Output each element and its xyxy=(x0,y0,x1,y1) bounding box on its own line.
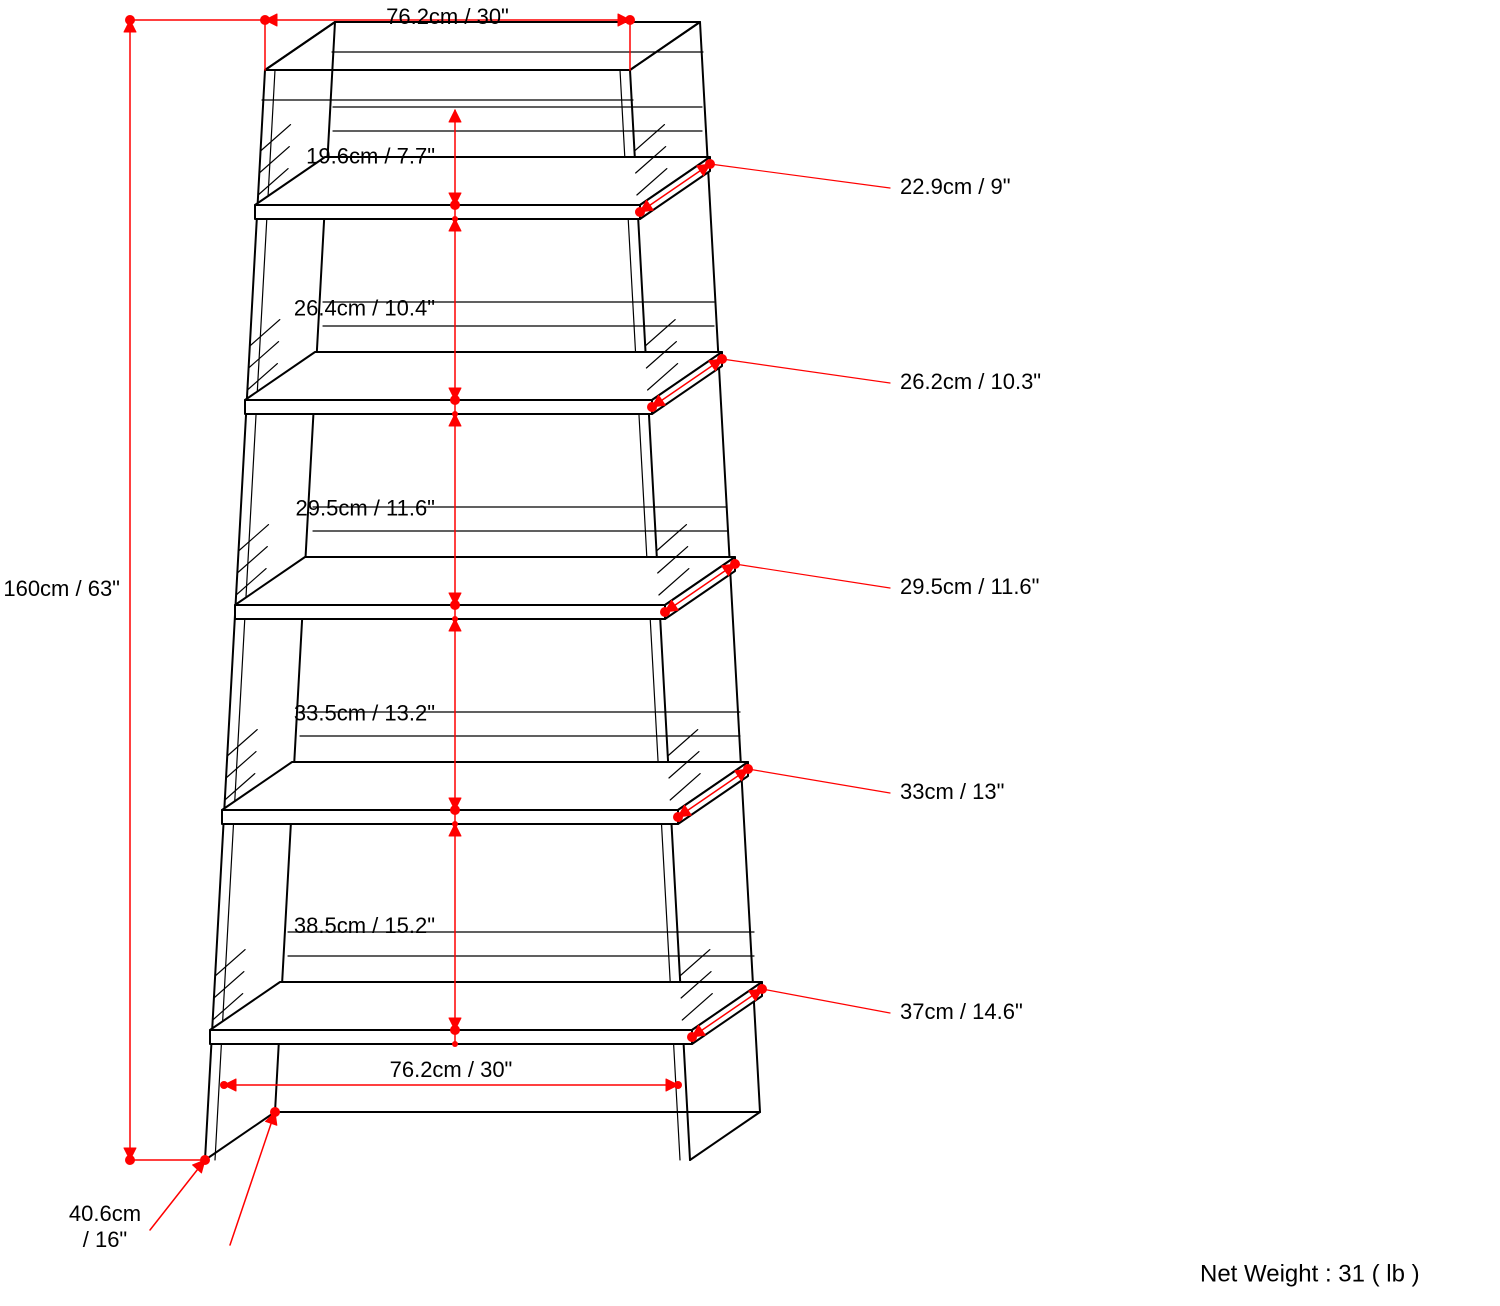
bookshelf-dimension-svg: 76.2cm / 30" 160cm / 63" 40.6cm/ 16" 19.6cm… xyxy=(0,0,1500,1306)
dim-depth-line1: 40.6cm xyxy=(69,1201,141,1226)
dim-shelf-height-1: 26.4cm / 10.4" xyxy=(294,295,435,320)
dim-shelf-depth-0: 22.9cm / 9" xyxy=(900,174,1011,199)
dim-shelf-depth-3: 33cm / 13" xyxy=(900,779,1004,804)
dim-shelf-height-4: 38.5cm / 15.2" xyxy=(294,913,435,938)
dim-shelf-height-2: 29.5cm / 11.6" xyxy=(296,495,435,520)
dim-shelf-depth-1: 26.2cm / 10.3" xyxy=(900,369,1041,394)
net-weight-label: Net Weight : 31 ( lb ) xyxy=(1200,1260,1420,1287)
dim-shelf-height-3: 33.5cm / 13.2" xyxy=(294,700,435,725)
dim-bottom-inner-width: 76.2cm / 30" xyxy=(390,1057,513,1082)
dim-height: 160cm / 63" xyxy=(3,576,120,601)
diagram-stage: 76.2cm / 30" 160cm / 63" 40.6cm/ 16" 19.6cm… xyxy=(0,0,1500,1306)
dim-shelf-depth-2: 29.5cm / 11.6" xyxy=(900,574,1039,599)
dim-depth-line2: / 16" xyxy=(83,1227,128,1252)
dim-shelf-height-0: 19.6cm / 7.7" xyxy=(306,143,435,168)
dim-top-width: 76.2cm / 30" xyxy=(386,4,509,29)
dim-shelf-depth-4: 37cm / 14.6" xyxy=(900,999,1023,1024)
